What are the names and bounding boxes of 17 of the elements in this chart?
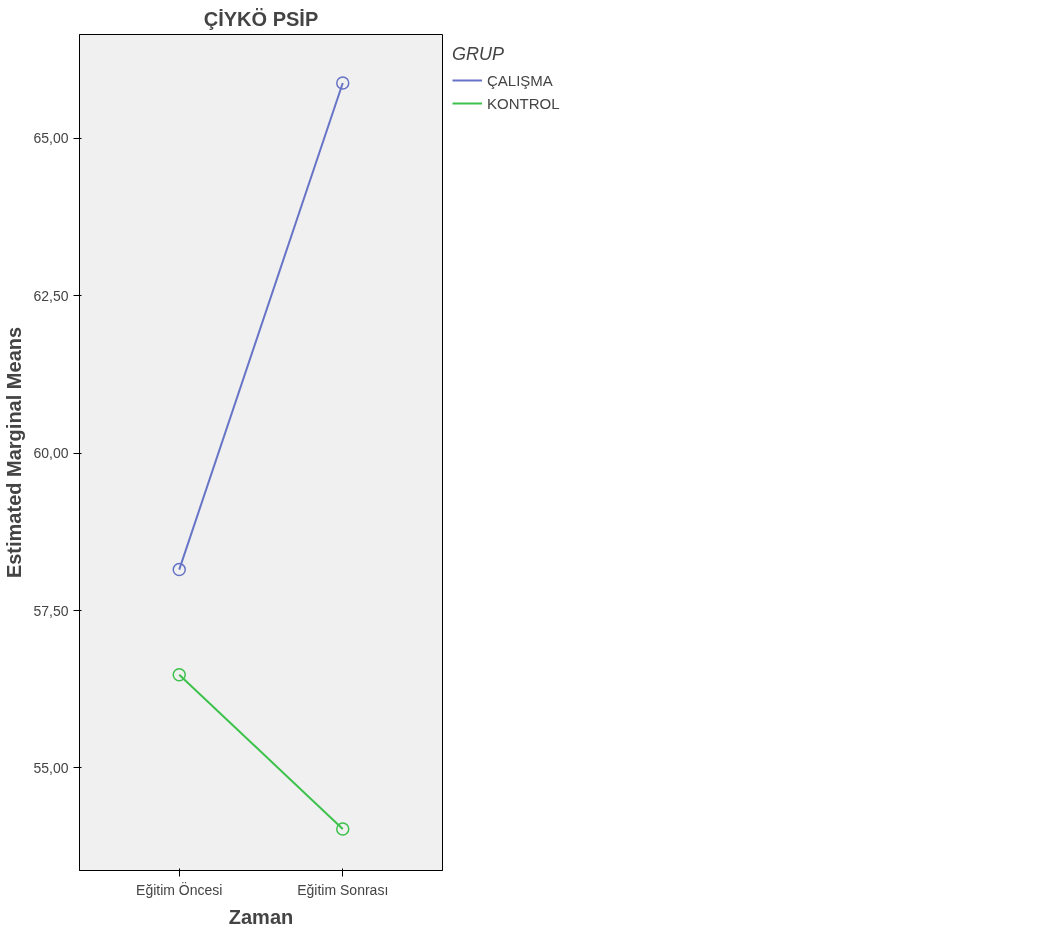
y-tick-label: 65,00 (33, 130, 69, 147)
chart-title: ÇİYKÖ PSİP (203, 7, 319, 30)
x-tick-label: Eğitim Öncesi (136, 880, 223, 898)
point (336, 76, 350, 90)
legend-label: KONTROL (487, 94, 560, 112)
y-tick-label: 55,00 (33, 759, 69, 776)
y-tick-label: 62,50 (33, 287, 69, 304)
legend-title: GRUP (452, 44, 505, 65)
point (336, 822, 350, 836)
y-tick-label: 60,00 (33, 445, 69, 462)
y-axis-title: Estimated Marginal Means (3, 326, 26, 579)
x-tick-label: Eğitim Sonrası (297, 881, 389, 898)
legend-label: ÇALIŞMA (487, 71, 553, 89)
y-tick-label: 57,50 (33, 602, 69, 619)
x-axis-title: Zaman (228, 905, 294, 928)
point (172, 667, 186, 682)
point (172, 562, 186, 577)
